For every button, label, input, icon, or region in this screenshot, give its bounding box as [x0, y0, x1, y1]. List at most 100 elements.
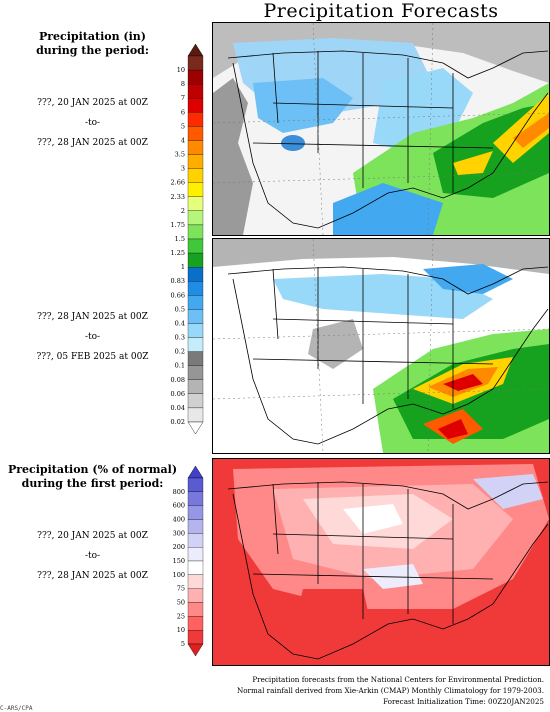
map-period-1 — [212, 22, 550, 236]
normal-colorbar-tick-label: 50 — [177, 599, 185, 607]
precip-colorbar-tick-label: 1.75 — [171, 221, 185, 229]
precip-colorbar-tick-label: 0.5 — [175, 305, 185, 313]
corner-tag: C-ARS/CPA — [0, 705, 33, 712]
map1-blue-southwest — [281, 135, 305, 151]
precip-colorbar-swatch — [187, 407, 204, 423]
normal-colorbar-tick-label: 600 — [173, 502, 185, 510]
map2-gray-plains — [308, 319, 363, 369]
precip-colorbar-swatch — [187, 379, 204, 394]
precip-colorbar-tick-label: 1.25 — [171, 249, 185, 257]
precip-colorbar-tick-label: 0.02 — [171, 418, 185, 426]
precip-colorbar-swatch — [187, 224, 204, 240]
precip-colorbar-swatch — [187, 238, 204, 254]
precip-colorbar-swatch — [187, 112, 204, 127]
precip-colorbar-tick-label: 0.1 — [175, 362, 185, 370]
precip-colorbar-swatch — [187, 267, 204, 282]
precip-colorbar-swatch — [187, 309, 204, 324]
map2-blue-north — [273, 274, 493, 319]
precip-heading-line1: Precipitation (in) — [38, 30, 147, 43]
normal-colorbar-swatch — [187, 491, 204, 506]
precip-heading: Precipitation (in) during the period: — [0, 30, 185, 58]
normal-colorbar-tick-label: 75 — [177, 585, 185, 593]
precip-colorbar-svg: 10 8 7 6 5 4 3.5 3 2.66 2.33 2 1.75 1.5 1.25 1 0.83 0.66… — [171, 44, 204, 434]
precip-colorbar-swatch — [187, 98, 204, 113]
period-1-label: ???, 20 JAN 2025 at 00Z -to- ???, 28 JAN… — [0, 98, 185, 149]
precip-colorbar-swatch — [187, 351, 204, 366]
precip-colorbar-tick-label: 0.66 — [171, 291, 185, 299]
precip-colorbar-swatch — [187, 295, 204, 310]
map1-boundaries — [227, 50, 549, 229]
normal-colorbar-svg: 800 600 400 300 200 150 100 75 50 25 10 5 — [173, 466, 204, 656]
normal-colorbar-tick-label: 100 — [173, 571, 185, 579]
period-1-start: ???, 20 JAN 2025 at 00Z — [37, 98, 148, 108]
map1-yellow-southeast — [453, 151, 493, 175]
map2-gray-north — [213, 239, 549, 274]
precip-colorbar-tick-label: 4 — [181, 136, 185, 144]
normal-colorbar-swatch — [187, 477, 204, 492]
normal-heading: Precipitation (% of normal) during the f… — [0, 463, 185, 491]
normal-colorbar-tick-label: 200 — [173, 543, 185, 551]
precip-colorbar-tick-label: 0.2 — [175, 348, 185, 356]
precip-colorbar-swatch — [187, 252, 204, 268]
normal-colorbar-swatch — [187, 560, 204, 575]
precip-colorbar-tick-label: 10 — [177, 66, 185, 74]
precip-colorbar-swatch — [187, 126, 204, 141]
precip-colorbar-swatch — [187, 393, 204, 409]
precip-colorbar-tick-label: 0.3 — [175, 334, 185, 342]
map2-red-gulf — [438, 419, 468, 439]
normal-colorbar-swatch — [187, 505, 204, 520]
period-2-sep: -to- — [84, 332, 101, 342]
normal-colorbar-tick-label: 25 — [177, 612, 185, 620]
map2-boundaries — [227, 266, 549, 445]
normal-colorbar-swatch — [187, 574, 204, 589]
map1-gray-north — [213, 23, 549, 83]
map3-white-center — [343, 504, 403, 534]
map-period-2-svg — [213, 239, 549, 453]
period-1-sep: -to- — [84, 118, 101, 128]
precip-colorbar-swatch — [187, 168, 204, 183]
map1-blue-gulf — [333, 183, 443, 235]
precip-heading-line2: during the period: — [36, 44, 149, 57]
precip-colorbar-bottom-arrow — [187, 421, 204, 434]
precip-colorbar-tick-label: 0.04 — [171, 404, 185, 412]
precip-colorbar-tick-label: 0.06 — [171, 390, 185, 398]
precip-colorbar-swatch — [187, 84, 204, 99]
precip-colorbar-swatch — [187, 281, 204, 296]
normal-colorbar-swatch — [187, 547, 204, 562]
footer-source: Precipitation forecasts from the Nationa… — [252, 675, 544, 684]
period-3-start: ???, 20 JAN 2025 at 00Z — [37, 531, 148, 541]
precip-colorbar-swatch — [187, 337, 204, 352]
footer-climatology: Normal rainfall derived from Xie-Arkin (… — [236, 686, 544, 695]
normal-colorbar-tick-label: 10 — [177, 626, 185, 634]
map-percent-normal — [212, 458, 550, 666]
period-1-end: ???, 28 JAN 2025 at 00Z — [37, 138, 148, 148]
precip-colorbar-tick-label: 6 — [181, 108, 185, 116]
precip-colorbar-tick-label: 8 — [181, 80, 185, 88]
normal-colorbar-tick-label: 5 — [181, 640, 185, 648]
normal-colorbar-top-arrow — [187, 466, 204, 479]
period-2-label: ???, 28 JAN 2025 at 00Z -to- ???, 05 FEB… — [0, 312, 185, 363]
precip-colorbar-swatch — [187, 182, 204, 197]
precip-colorbar-swatch — [187, 69, 204, 85]
normal-colorbar-swatch — [187, 602, 204, 617]
period-2-start: ???, 28 JAN 2025 at 00Z — [37, 312, 148, 322]
map3-red-southwest — [293, 589, 373, 654]
precip-colorbar-tick-label: 2.66 — [171, 179, 185, 187]
normal-colorbar-swatch — [187, 519, 204, 534]
normal-colorbar: 800 600 400 300 200 150 100 75 50 25 10 5 — [160, 466, 212, 656]
precip-colorbar-tick-label: 3 — [181, 165, 185, 173]
precip-colorbar-tick-label: 0.4 — [175, 319, 185, 327]
footer-init-time: Forecast Initialization Time: 00Z20JAN20… — [383, 697, 544, 706]
map2-blue-greatlakes — [423, 264, 513, 294]
precip-colorbar-tick-label: 0.08 — [171, 376, 185, 384]
normal-colorbar-tick-label: 800 — [173, 488, 185, 496]
precip-colorbar-swatch — [187, 210, 204, 226]
precip-colorbar-tick-label: 1.5 — [175, 235, 185, 243]
precip-colorbar-tick-label: 1 — [181, 263, 185, 271]
map3-boundaries — [227, 481, 549, 660]
precip-colorbar-swatch — [187, 154, 204, 169]
normal-colorbar-swatch — [187, 588, 204, 603]
normal-colorbar-tick-label: 150 — [173, 557, 185, 565]
precip-colorbar-tick-label: 7 — [181, 94, 185, 102]
precip-colorbar-top-arrow — [187, 44, 204, 57]
